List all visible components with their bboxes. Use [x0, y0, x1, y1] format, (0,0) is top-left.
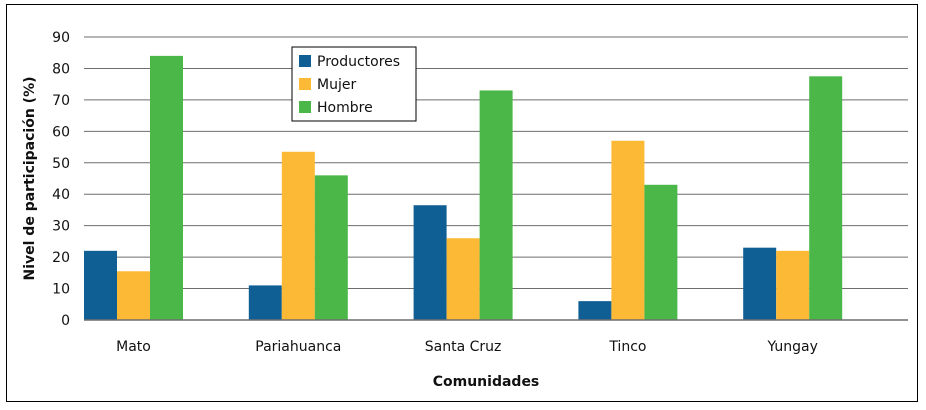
- y-tick-label: 50: [52, 156, 70, 172]
- bar-mujer-santa-cruz: [446, 238, 480, 320]
- legend-label: Hombre: [317, 100, 373, 116]
- y-tick-label: 90: [52, 30, 70, 46]
- y-axis-title: Nivel de participación (%): [22, 76, 38, 280]
- legend: Productores Mujer Hombre: [291, 46, 417, 122]
- x-tick-labels: Mato Pariahuanca Santa Cruz Tinco Yungay: [116, 339, 818, 355]
- bar-hombre-mato: [150, 55, 183, 320]
- legend-swatch: [299, 55, 311, 67]
- legend-swatch: [299, 78, 311, 90]
- x-tick-label: Mato: [116, 339, 151, 355]
- bar-hombre-tinco: [644, 184, 678, 320]
- y-tick-label: 60: [52, 124, 70, 140]
- bar-hombre-yungay: [809, 76, 843, 320]
- y-tick-label: 80: [52, 61, 70, 77]
- bar-hombre-santa-cruz: [479, 90, 513, 320]
- y-tick-label: 30: [52, 219, 70, 235]
- bars: [84, 55, 843, 320]
- legend-box: [291, 46, 417, 122]
- bar-productores-mato: [84, 250, 117, 320]
- y-tick-label: 40: [52, 187, 70, 203]
- bar-productores-yungay: [743, 247, 777, 320]
- x-tick-label: Pariahuanca: [255, 339, 341, 355]
- bar-mujer-mato: [117, 271, 150, 320]
- y-tick-label: 0: [61, 313, 70, 329]
- bar-mujer-pariahuanca: [281, 151, 315, 320]
- bar-productores-santa-cruz: [413, 205, 447, 320]
- bar-productores-pariahuanca: [248, 285, 282, 320]
- x-tick-label: Yungay: [766, 339, 817, 355]
- x-axis-title: Comunidades: [433, 374, 540, 390]
- y-tick-labels: 0 10 20 30 40 50 60 70 80 90: [52, 30, 70, 329]
- legend-swatch: [299, 101, 311, 113]
- bar-mujer-tinco: [611, 140, 645, 320]
- y-tick-label: 20: [52, 250, 70, 266]
- bar-productores-tinco: [578, 301, 612, 320]
- x-tick-label: Tinco: [608, 339, 646, 355]
- legend-label: Productores: [317, 54, 400, 70]
- x-tick-label: Santa Cruz: [425, 339, 502, 355]
- bar-mujer-yungay: [776, 250, 810, 320]
- bar-hombre-pariahuanca: [314, 175, 348, 320]
- y-tick-label: 10: [52, 282, 70, 298]
- y-tick-label: 70: [52, 93, 70, 109]
- legend-label: Mujer: [317, 77, 356, 93]
